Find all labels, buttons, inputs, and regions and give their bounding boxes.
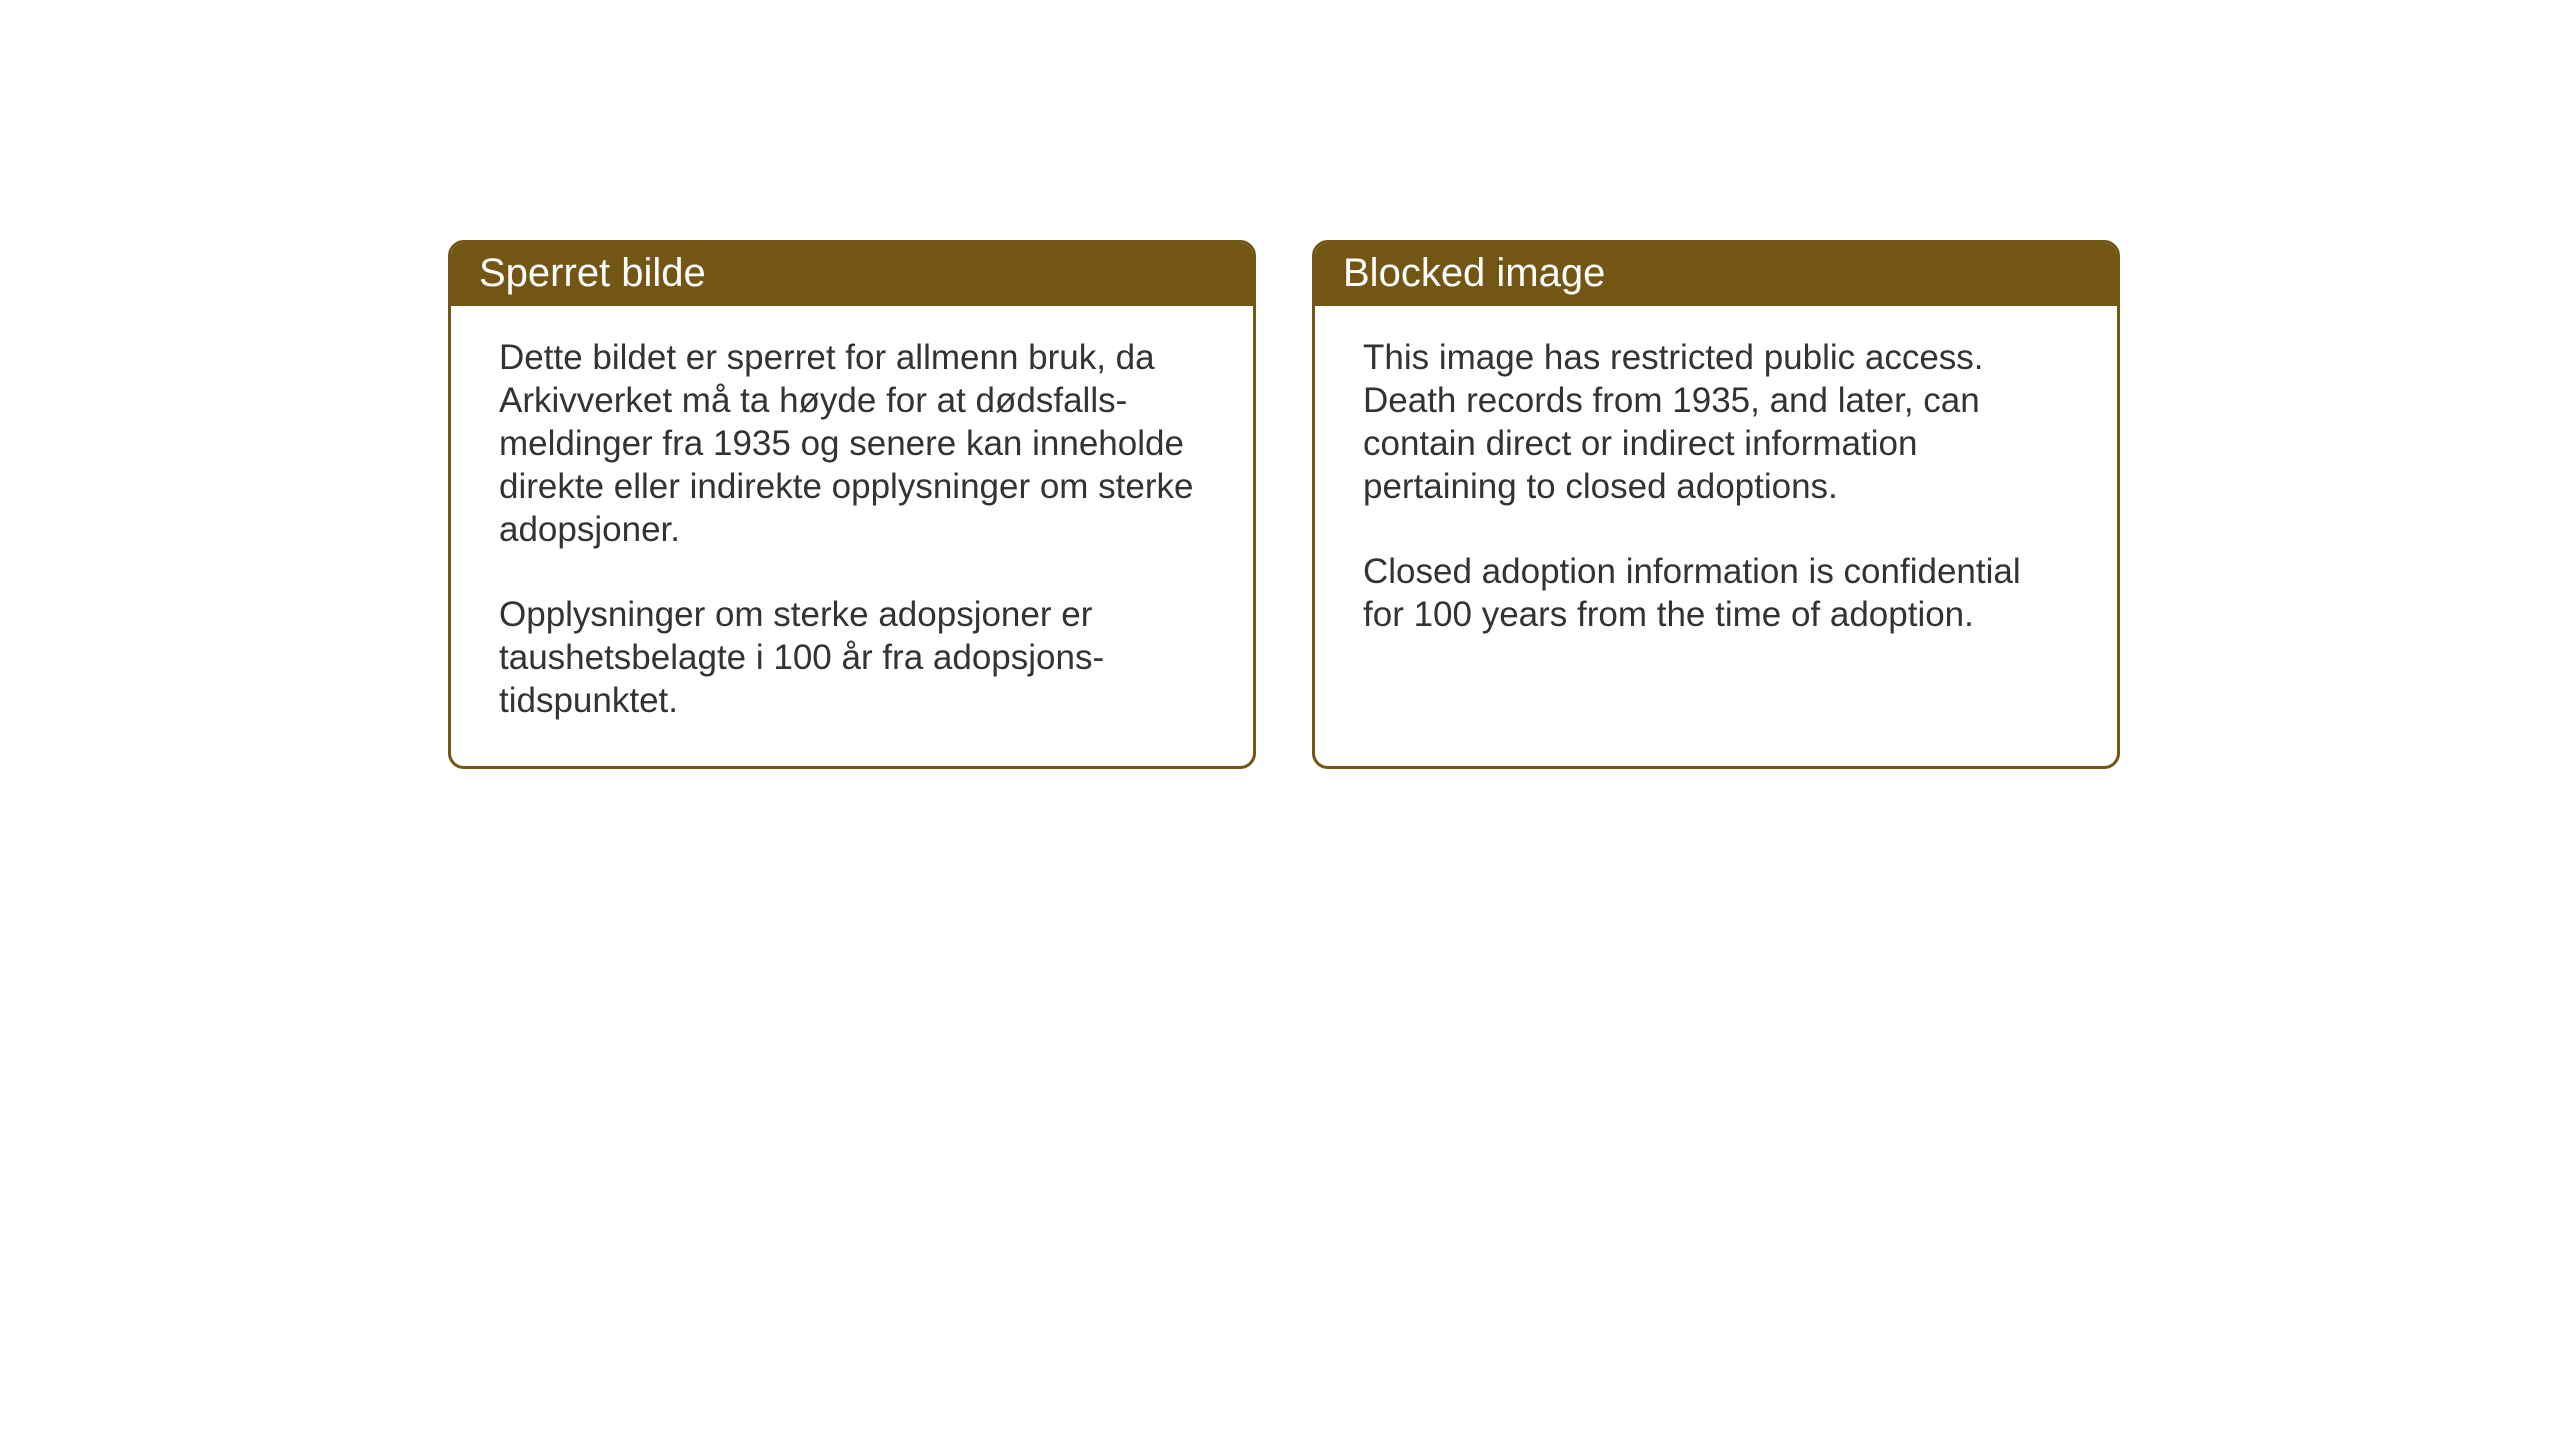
card-body-english: This image has restricted public access.… (1315, 306, 2117, 680)
card-paragraph: Closed adoption information is confident… (1363, 550, 2069, 636)
card-title-english: Blocked image (1343, 251, 1605, 295)
card-paragraph: This image has restricted public access.… (1363, 336, 2069, 508)
card-body-norwegian: Dette bildet er sperret for allmenn bruk… (451, 306, 1253, 766)
card-english: Blocked image This image has restricted … (1312, 240, 2120, 769)
card-header-norwegian: Sperret bilde (451, 243, 1253, 306)
card-paragraph: Opplysninger om sterke adopsjoner er tau… (499, 593, 1205, 722)
card-title-norwegian: Sperret bilde (479, 251, 706, 295)
card-header-english: Blocked image (1315, 243, 2117, 306)
card-paragraph: Dette bildet er sperret for allmenn bruk… (499, 336, 1205, 551)
cards-container: Sperret bilde Dette bildet er sperret fo… (448, 240, 2120, 769)
card-norwegian: Sperret bilde Dette bildet er sperret fo… (448, 240, 1256, 769)
